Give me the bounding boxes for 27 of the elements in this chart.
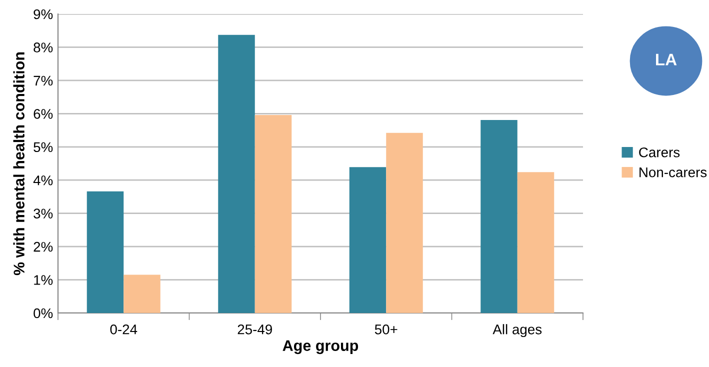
y-tick-label: 9% bbox=[34, 9, 53, 20]
legend-label: Carers bbox=[639, 147, 680, 158]
y-tick-label: 2% bbox=[34, 242, 53, 252]
bar bbox=[386, 132, 423, 313]
y-tick-label: 6% bbox=[34, 109, 53, 119]
bar bbox=[349, 167, 386, 313]
x-tick-label: 25-49 bbox=[238, 324, 272, 334]
y-tick-label: 7% bbox=[34, 76, 53, 86]
bar bbox=[254, 114, 292, 313]
x-tick-label: 50+ bbox=[374, 324, 398, 334]
y-tick-label: 0% bbox=[34, 308, 53, 318]
x-tick-label: All ages bbox=[492, 324, 542, 338]
y-tick-label: 1% bbox=[34, 275, 53, 285]
y-tick-label: 8% bbox=[34, 42, 53, 52]
x-axis-title: Age group bbox=[282, 340, 358, 354]
bar bbox=[124, 274, 160, 313]
y-tick-label: 4% bbox=[33, 176, 53, 186]
legend-label: Non-carers bbox=[640, 168, 707, 178]
bar bbox=[86, 191, 124, 313]
y-tick-label: 5% bbox=[34, 142, 53, 152]
text: LA bbox=[656, 54, 677, 66]
bar bbox=[218, 34, 255, 313]
y-tick-label: 3% bbox=[34, 208, 53, 219]
x-tick-label: 0-24 bbox=[110, 324, 138, 334]
y-axis-title: % with mental health condition bbox=[13, 52, 24, 276]
bar bbox=[480, 120, 518, 313]
bar bbox=[517, 172, 554, 313]
